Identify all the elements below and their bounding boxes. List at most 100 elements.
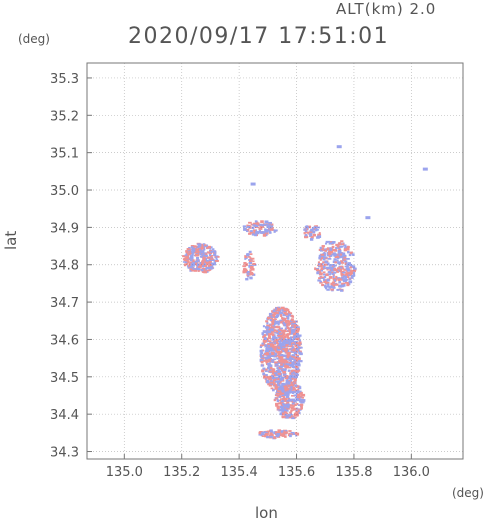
echo-cell bbox=[335, 243, 339, 247]
echo-cell bbox=[291, 432, 296, 435]
echo-cell bbox=[264, 326, 269, 329]
radar-echoes bbox=[182, 145, 428, 440]
echo-cell bbox=[341, 271, 346, 274]
echo-cell bbox=[210, 267, 214, 270]
echo-cell bbox=[304, 235, 308, 238]
echo-cell bbox=[293, 358, 298, 362]
echo-cell bbox=[276, 380, 281, 383]
echo-cell bbox=[268, 231, 272, 234]
echo-cell bbox=[273, 347, 277, 351]
echo-cell bbox=[205, 244, 208, 247]
echo-cell bbox=[261, 435, 264, 437]
echo-cell bbox=[284, 409, 288, 412]
echo-cell bbox=[186, 256, 189, 260]
echo-cell bbox=[292, 332, 297, 336]
echo-cell bbox=[344, 246, 348, 249]
echo-cell bbox=[275, 364, 279, 366]
echo-cell bbox=[320, 267, 324, 271]
echo-cell bbox=[340, 272, 343, 276]
echo-cell bbox=[260, 364, 264, 367]
echo-cell bbox=[320, 277, 325, 279]
echo-cell bbox=[214, 250, 217, 254]
echo-cell bbox=[331, 245, 335, 248]
echo-cell bbox=[282, 411, 286, 414]
echo-cell bbox=[268, 375, 273, 378]
y-tick-label: 35.1 bbox=[50, 147, 79, 162]
echo-cell bbox=[337, 246, 341, 250]
echo-cell bbox=[342, 256, 347, 259]
echo-cell bbox=[272, 368, 276, 371]
echo-cell bbox=[203, 263, 206, 266]
echo-cell bbox=[289, 372, 293, 375]
echo-cell bbox=[264, 231, 269, 235]
echo-cell bbox=[254, 233, 258, 237]
echo-cell bbox=[268, 337, 272, 340]
echo-cell bbox=[282, 369, 287, 372]
echo-cell bbox=[288, 358, 292, 360]
echo-cell bbox=[280, 392, 285, 395]
echo-cell bbox=[317, 261, 320, 265]
echo-cell bbox=[309, 230, 312, 233]
echo-cell bbox=[297, 386, 302, 390]
echo-cell bbox=[272, 314, 276, 317]
echo-cell bbox=[244, 258, 247, 260]
echo-cell bbox=[333, 264, 337, 267]
echo-cell bbox=[268, 327, 272, 330]
echo-cell bbox=[276, 351, 280, 354]
echo-cell bbox=[297, 363, 301, 367]
echo-cell bbox=[283, 311, 287, 315]
echo-cell bbox=[194, 254, 198, 257]
echo-cell bbox=[248, 221, 252, 224]
echo-cell bbox=[209, 255, 213, 258]
echo-cell bbox=[317, 264, 320, 267]
echo-cell bbox=[295, 324, 299, 328]
echo-cell bbox=[287, 337, 291, 340]
echo-cell bbox=[280, 385, 284, 389]
echo-cell bbox=[285, 365, 290, 369]
y-tick-label: 34.8 bbox=[50, 259, 79, 274]
echo-cell bbox=[293, 391, 297, 393]
echo-cell bbox=[281, 389, 285, 392]
echo-cell bbox=[321, 255, 325, 258]
echo-cell bbox=[269, 429, 273, 433]
echo-cell bbox=[349, 271, 354, 275]
echo-cell bbox=[242, 270, 246, 274]
echo-cell bbox=[268, 348, 273, 351]
echo-cell bbox=[288, 362, 292, 365]
echo-cell bbox=[300, 406, 303, 410]
echo-cell bbox=[245, 277, 249, 281]
echo-cell bbox=[275, 434, 280, 438]
echo-cell bbox=[345, 267, 350, 270]
echo-cell bbox=[267, 365, 271, 368]
echo-cell bbox=[209, 247, 212, 250]
echo-cell bbox=[326, 278, 330, 282]
echo-cell bbox=[185, 250, 190, 254]
echo-cell bbox=[260, 220, 264, 223]
echo-cell bbox=[211, 250, 215, 253]
echo-cell bbox=[284, 367, 287, 371]
echo-cell bbox=[275, 349, 278, 353]
echo-cell bbox=[215, 256, 220, 258]
echo-cell bbox=[285, 324, 289, 328]
echo-cell bbox=[258, 433, 263, 436]
echo-cell bbox=[206, 251, 210, 254]
echo-cell bbox=[284, 410, 287, 414]
echo-cell bbox=[201, 254, 205, 258]
echo-cell bbox=[183, 258, 186, 261]
echo-cell bbox=[286, 400, 289, 402]
echo-cell bbox=[197, 270, 200, 272]
echo-cell bbox=[345, 263, 350, 266]
echo-cell bbox=[281, 341, 286, 345]
echo-cell bbox=[254, 220, 258, 223]
echo-cell bbox=[317, 279, 321, 282]
echo-cell bbox=[271, 310, 275, 313]
echo-cell bbox=[284, 313, 289, 316]
echo-cell bbox=[279, 390, 282, 394]
echo-cell bbox=[291, 377, 295, 380]
echo-cell bbox=[274, 394, 278, 397]
echo-cell bbox=[318, 263, 321, 265]
echo-cell bbox=[295, 407, 299, 410]
echo-cell bbox=[309, 234, 313, 237]
echo-cell bbox=[283, 406, 287, 409]
echo-cell bbox=[298, 351, 302, 355]
